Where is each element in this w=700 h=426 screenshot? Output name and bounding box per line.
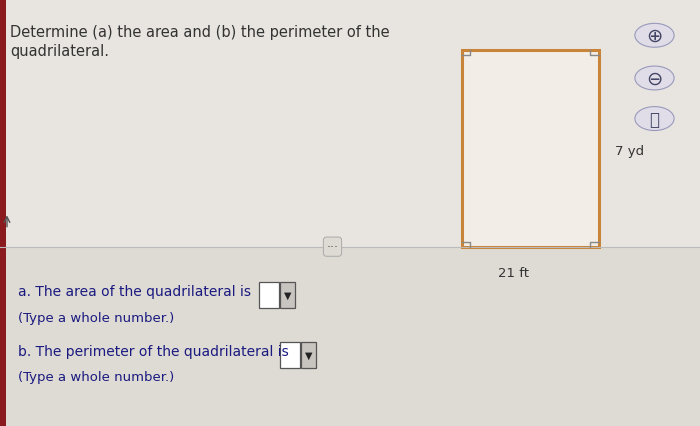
Text: ▼: ▼ xyxy=(284,290,291,300)
Bar xyxy=(0,247,700,426)
Circle shape xyxy=(635,107,674,131)
Text: ⧉: ⧉ xyxy=(650,110,659,128)
Text: ⊖: ⊖ xyxy=(646,69,663,88)
Bar xyxy=(280,282,295,308)
Text: (Type a whole number.): (Type a whole number.) xyxy=(18,311,174,324)
Text: (Type a whole number.): (Type a whole number.) xyxy=(18,371,174,383)
Circle shape xyxy=(635,67,674,91)
Bar xyxy=(259,282,279,308)
Text: 21 ft: 21 ft xyxy=(498,266,528,279)
Bar xyxy=(462,51,598,247)
Bar xyxy=(0,0,700,247)
Bar xyxy=(0,0,6,426)
Text: Determine (a) the area and (b) the perimeter of the: Determine (a) the area and (b) the perim… xyxy=(10,24,390,40)
Text: ···: ··· xyxy=(326,241,339,253)
Text: b. The perimeter of the quadrilateral is: b. The perimeter of the quadrilateral is xyxy=(18,345,288,358)
Text: a. The area of the quadrilateral is: a. The area of the quadrilateral is xyxy=(18,285,251,299)
Text: ▼: ▼ xyxy=(305,350,312,360)
Bar xyxy=(0,0,700,13)
Bar xyxy=(301,342,316,368)
Bar xyxy=(280,342,300,368)
Text: 7 yd: 7 yd xyxy=(615,145,644,158)
Circle shape xyxy=(635,24,674,48)
Text: ⊕: ⊕ xyxy=(646,27,663,46)
Text: quadrilateral.: quadrilateral. xyxy=(10,43,109,59)
